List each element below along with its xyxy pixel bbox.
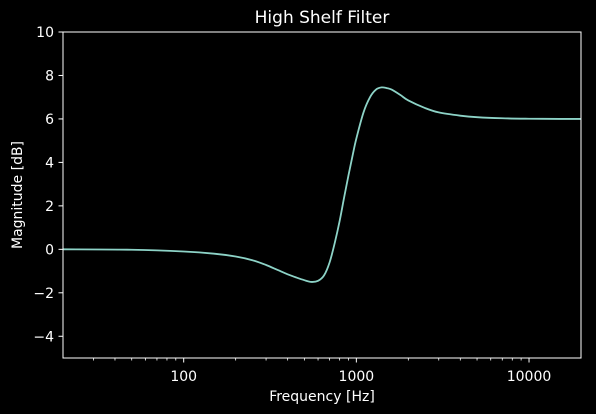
chart-title: High Shelf Filter [255, 8, 390, 28]
x-tick-label: 100 [170, 369, 197, 385]
y-axis-label: Magnitude [dB] [10, 141, 26, 249]
x-tick-label: 1000 [339, 369, 375, 385]
x-tick-label: 10000 [507, 369, 552, 385]
y-tick-label: 4 [45, 155, 54, 171]
y-tick-label: −4 [33, 329, 54, 345]
y-tick-label: 2 [45, 199, 54, 215]
y-tick-label: 6 [45, 112, 54, 128]
y-tick-label: 10 [36, 25, 54, 41]
y-tick-label: 8 [45, 68, 54, 84]
series-line [62, 86, 582, 283]
y-tick-label: 0 [45, 242, 54, 258]
plot-frame [62, 31, 582, 359]
x-axis-label: Frequency [Hz] [269, 389, 375, 405]
y-tick-label: −2 [33, 286, 54, 302]
